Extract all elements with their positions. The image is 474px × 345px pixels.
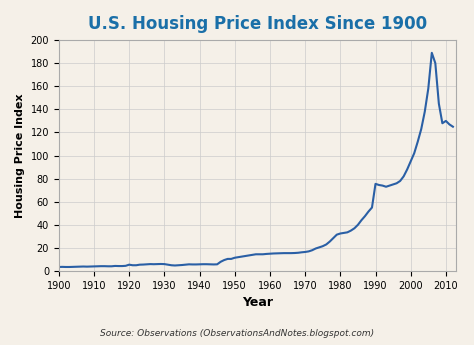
Title: U.S. Housing Price Index Since 1900: U.S. Housing Price Index Since 1900 <box>88 15 427 33</box>
Y-axis label: Housing Price Index: Housing Price Index <box>15 93 25 218</box>
Text: Source: Observations (ObservationsAndNotes.blogspot.com): Source: Observations (ObservationsAndNot… <box>100 329 374 338</box>
X-axis label: Year: Year <box>242 296 273 309</box>
